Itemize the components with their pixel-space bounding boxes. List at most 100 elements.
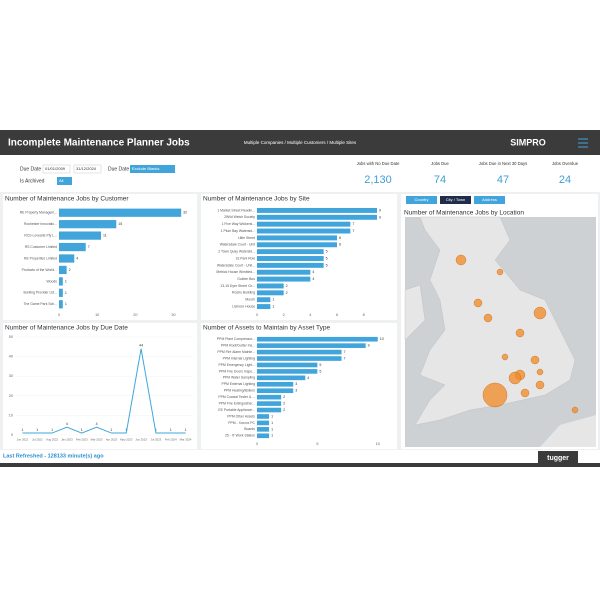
map-bubbles: [455, 254, 579, 414]
value-label: 2: [286, 291, 288, 295]
category-label: PPM Internal Lighting: [223, 356, 256, 360]
x-tick-label: 20: [133, 313, 137, 317]
x-tick-label: 0: [58, 313, 60, 317]
category-label: PPM Fire Doors Inspe...: [219, 369, 255, 373]
kpi-label: Jobs Overdue: [552, 161, 579, 166]
bar: [257, 283, 284, 289]
category-label: Boards: [244, 427, 255, 431]
bar: [257, 349, 342, 355]
category-label: The Game Park Sch...: [23, 302, 57, 306]
bar: [257, 256, 324, 261]
x-tick-label: 10: [95, 313, 99, 317]
bar: [59, 208, 182, 217]
x-tick-label: May 2023: [120, 438, 133, 442]
date-input[interactable]: [73, 164, 102, 174]
bar: [257, 214, 377, 220]
map-button[interactable]: [474, 196, 505, 204]
value-label: 2: [286, 284, 288, 288]
map-button[interactable]: [440, 196, 471, 204]
category-label: Moorh: [245, 298, 255, 302]
filter-label: Due Date: [108, 166, 129, 172]
value-label: 11: [103, 234, 107, 238]
category-label: Rostro Building: [232, 291, 255, 295]
category-label: Watersdale Court - Unit...: [217, 263, 255, 267]
bar: [257, 356, 342, 361]
map-button-label: City / Town: [446, 197, 466, 202]
category-label: PPM Heating/Boilers: [224, 389, 256, 393]
value-label: 6: [339, 236, 341, 240]
category-label: Lismore House: [232, 304, 255, 308]
value-label: 1: [271, 427, 273, 431]
x-tick-label: 10: [376, 442, 380, 446]
category-label: Woods: [47, 279, 58, 283]
x-tick-label: 4: [309, 313, 311, 317]
category-label: EE Portable Appliance...: [218, 408, 255, 412]
bar: [257, 369, 318, 374]
menu-icon[interactable]: [578, 138, 588, 148]
bar: [257, 433, 270, 439]
filter-area: [0, 155, 600, 192]
bar: [257, 207, 377, 213]
value-label: 5: [319, 363, 321, 367]
category-label: 25 - IT Work Station: [225, 434, 255, 438]
category-label: PPM Roof/Gutter Ins...: [221, 344, 255, 348]
dropdown[interactable]: [130, 165, 175, 173]
bar: [257, 401, 282, 406]
title: Incomplete Maintenance Planner Jobs: [8, 138, 190, 149]
category-label: RE Properties Limited: [24, 256, 57, 260]
x-tick-label: 5: [316, 442, 318, 446]
bar: [257, 304, 271, 310]
x-tick-label: Jul 2023: [151, 438, 162, 442]
kpi-value: 24: [559, 174, 571, 186]
category-label: PPM Plant Compressor...: [217, 337, 255, 341]
category-label: 1 Market Street Readin...: [217, 208, 255, 212]
bar: [257, 221, 351, 227]
panel: [3, 323, 197, 449]
dropdown[interactable]: [57, 177, 72, 185]
value-label: 1: [65, 302, 67, 306]
category-label: 1 Plum Bay Watersid...: [221, 229, 255, 233]
bar: [257, 420, 270, 426]
value-label: 1: [170, 428, 172, 432]
value-label: 9: [379, 215, 381, 219]
value-label: 9: [368, 344, 370, 348]
bar: [257, 381, 294, 387]
bar: [257, 427, 270, 432]
value-label: 1: [81, 428, 83, 432]
dropdown-value: Exclude Blanks: [132, 166, 159, 171]
value-label: 10: [380, 337, 384, 341]
refresh-text: Last Refreshed - 128133 minute(s) ago: [3, 453, 104, 459]
y-tick-label: 50: [9, 335, 13, 339]
x-tick-label: 6: [336, 313, 338, 317]
date-input[interactable]: [42, 164, 71, 174]
category-label: PPM Water Sampling: [223, 376, 255, 380]
kpi-label: Jobs Due in Next 30 Days: [479, 161, 527, 166]
map-button[interactable]: [406, 196, 437, 204]
value-label: 2: [283, 402, 285, 406]
x-tick-label: Jun 2023: [135, 438, 147, 442]
value-label: 1: [51, 428, 53, 432]
header-bar: [0, 130, 600, 155]
value-label: 32: [183, 211, 187, 215]
value-label: 7: [352, 229, 354, 233]
bar: [257, 242, 337, 248]
x-tick-label: Apr 2023: [106, 438, 118, 442]
value-label: 1: [125, 428, 127, 432]
value-label: 44: [139, 344, 143, 348]
chart-title: Number of Maintenance Jobs by Site: [203, 196, 310, 203]
footer: [0, 450, 600, 467]
bar: [257, 297, 271, 303]
kpi-value: 47: [497, 174, 509, 186]
y-tick-label: 30: [9, 374, 13, 378]
value-label: 1: [271, 434, 273, 438]
category-label: RS Customer Limited: [25, 245, 57, 249]
category-label: 1 Five Way Wickersi...: [222, 222, 255, 226]
brand: SIMPRO: [510, 137, 546, 147]
bar: [257, 407, 282, 413]
x-tick-label: 2: [283, 313, 285, 317]
x-tick-label: Mar 2023: [91, 438, 103, 442]
x-tick-label: 30: [171, 313, 175, 317]
category-label: 13-15 Dyer Street Cir...: [220, 284, 255, 288]
chart-title: Number of Assets to Maintain by Asset Ty…: [203, 325, 330, 332]
